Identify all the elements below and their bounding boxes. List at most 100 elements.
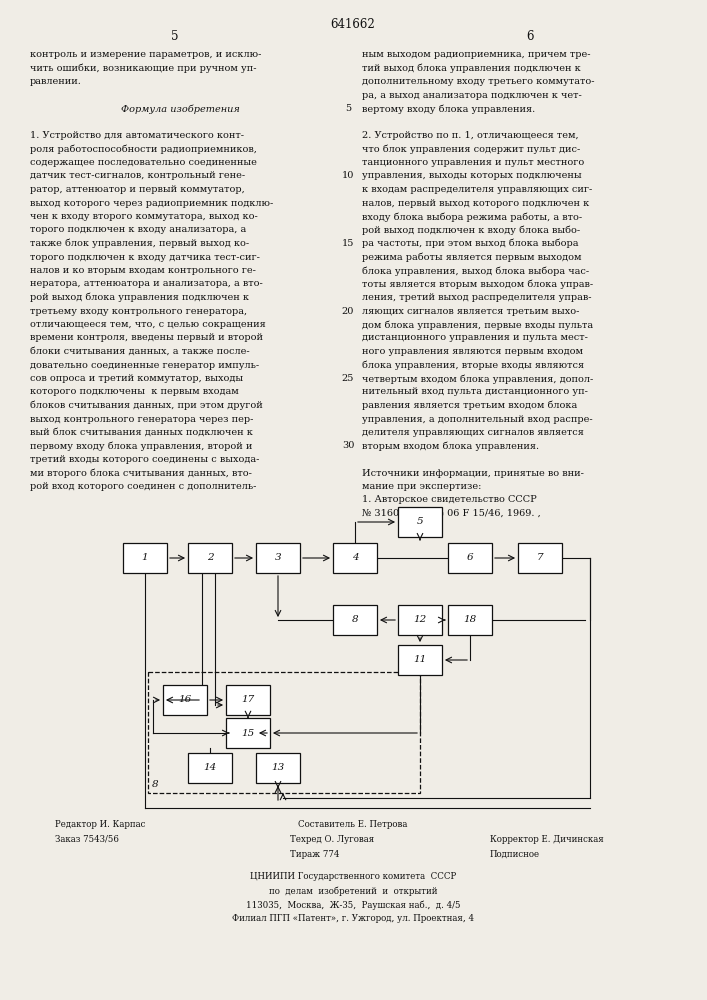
Text: 6: 6 xyxy=(467,554,473,562)
Text: равления является третьим входом блока: равления является третьим входом блока xyxy=(362,401,577,410)
Text: 2. Устройство по п. 1, отличающееся тем,: 2. Устройство по п. 1, отличающееся тем, xyxy=(362,131,578,140)
Bar xyxy=(398,605,442,635)
Bar xyxy=(148,672,420,793)
Text: 8: 8 xyxy=(152,780,158,789)
Text: 3: 3 xyxy=(275,554,281,562)
Text: ратор, аттенюатор и первый коммутатор,: ратор, аттенюатор и первый коммутатор, xyxy=(30,185,245,194)
Text: отличающееся тем, что, с целью сокращения: отличающееся тем, что, с целью сокращени… xyxy=(30,320,266,329)
Text: 25: 25 xyxy=(341,374,354,383)
Bar xyxy=(448,605,492,635)
Text: 30: 30 xyxy=(341,442,354,450)
Text: довательно соединенные генератор импуль-: довательно соединенные генератор импуль- xyxy=(30,360,259,369)
Text: Корректор Е. Дичинская: Корректор Е. Дичинская xyxy=(490,835,604,844)
Text: 1: 1 xyxy=(141,554,148,562)
Text: датчик тест-сигналов, контрольный гене-: датчик тест-сигналов, контрольный гене- xyxy=(30,172,245,180)
Text: 15: 15 xyxy=(241,728,255,738)
Text: Заказ 7543/56: Заказ 7543/56 xyxy=(55,835,119,844)
Bar xyxy=(188,543,232,573)
Text: нительный вход пульта дистанционного уп-: нительный вход пульта дистанционного уп- xyxy=(362,387,588,396)
Text: ным выходом радиоприемника, причем тре-: ным выходом радиоприемника, причем тре- xyxy=(362,50,590,59)
Text: рой выход блока управления подключен к: рой выход блока управления подключен к xyxy=(30,293,249,302)
Text: 7: 7 xyxy=(537,554,543,562)
Text: к входам распределителя управляющих сиг-: к входам распределителя управляющих сиг- xyxy=(362,185,592,194)
Text: блока управления, вторые входы являются: блока управления, вторые входы являются xyxy=(362,360,584,370)
Bar xyxy=(226,718,270,748)
Text: что блок управления содержит пульт дис-: что блок управления содержит пульт дис- xyxy=(362,144,580,154)
Bar xyxy=(333,605,377,635)
Bar xyxy=(188,753,232,783)
Text: чить ошибки, возникающие при ручном уп-: чить ошибки, возникающие при ручном уп- xyxy=(30,64,257,73)
Text: которого подключены  к первым входам: которого подключены к первым входам xyxy=(30,387,239,396)
Text: 14: 14 xyxy=(204,764,216,772)
Text: дистанционного управления и пульта мест-: дистанционного управления и пульта мест- xyxy=(362,334,588,342)
Text: ми второго блока считывания данных, вто-: ми второго блока считывания данных, вто- xyxy=(30,468,252,478)
Text: танционного управления и пульт местного: танционного управления и пульт местного xyxy=(362,158,584,167)
Text: 15: 15 xyxy=(341,239,354,248)
Text: налов и ко вторым входам контрольного ге-: налов и ко вторым входам контрольного ге… xyxy=(30,266,256,275)
Text: по  делам  изобретений  и  открытий: по делам изобретений и открытий xyxy=(269,886,437,896)
Text: 6: 6 xyxy=(526,30,534,43)
Text: 641662: 641662 xyxy=(331,18,375,31)
Text: блока управления, выход блока выбора час-: блока управления, выход блока выбора час… xyxy=(362,266,589,275)
Text: 10: 10 xyxy=(341,172,354,180)
Text: блоков считывания данных, при этом другой: блоков считывания данных, при этом друго… xyxy=(30,401,263,410)
Text: третьему входу контрольного генератора,: третьему входу контрольного генератора, xyxy=(30,306,247,316)
Text: № 316092, кл. G 06 F 15/46, 1969. ,: № 316092, кл. G 06 F 15/46, 1969. , xyxy=(362,509,541,518)
Bar xyxy=(448,543,492,573)
Text: Тираж 774: Тираж 774 xyxy=(290,850,339,859)
Text: режима работы является первым выходом: режима работы является первым выходом xyxy=(362,252,581,262)
Text: налов, первый выход которого подключен к: налов, первый выход которого подключен к xyxy=(362,198,589,208)
Bar xyxy=(256,753,300,783)
Text: нератора, аттенюатора и анализатора, а вто-: нератора, аттенюатора и анализатора, а в… xyxy=(30,279,263,288)
Text: 1. Авторское свидетельство СССР: 1. Авторское свидетельство СССР xyxy=(362,495,537,504)
Text: времени контроля, введены первый и второй: времени контроля, введены первый и второ… xyxy=(30,334,263,342)
Text: контроль и измерение параметров, и исклю-: контроль и измерение параметров, и исклю… xyxy=(30,50,262,59)
Text: ляющих сигналов является третьим выхо-: ляющих сигналов является третьим выхо- xyxy=(362,306,579,316)
Text: вертому входу блока управления.: вертому входу блока управления. xyxy=(362,104,535,113)
Text: равлении.: равлении. xyxy=(30,77,82,86)
Text: 18: 18 xyxy=(463,615,477,624)
Text: делителя управляющих сигналов является: делителя управляющих сигналов является xyxy=(362,428,584,437)
Text: тий выход блока управления подключен к: тий выход блока управления подключен к xyxy=(362,64,580,73)
Text: выход которого через радиоприемник подклю-: выход которого через радиоприемник подкл… xyxy=(30,198,273,208)
Text: Подписное: Подписное xyxy=(490,850,540,859)
Text: 113035,  Москва,  Ж-35,  Раушская наб.,  д. 4/5: 113035, Москва, Ж-35, Раушская наб., д. … xyxy=(246,900,460,910)
Text: роля работоспособности радиоприемников,: роля работоспособности радиоприемников, xyxy=(30,144,257,154)
Text: торого подключен к входу анализатора, а: торого подключен к входу анализатора, а xyxy=(30,226,246,234)
Text: также блок управления, первый выход ко-: также блок управления, первый выход ко- xyxy=(30,239,249,248)
Text: блоки считывания данных, а также после-: блоки считывания данных, а также после- xyxy=(30,347,250,356)
Text: Источники информации, принятые во вни-: Источники информации, принятые во вни- xyxy=(362,468,584,478)
Text: ления, третий выход распределителя управ-: ления, третий выход распределителя управ… xyxy=(362,293,592,302)
Text: 17: 17 xyxy=(241,696,255,704)
Text: 2: 2 xyxy=(206,554,214,562)
Text: третий входы которого соединены с выхода-: третий входы которого соединены с выхода… xyxy=(30,455,259,464)
Text: управления, а дополнительный вход распре-: управления, а дополнительный вход распре… xyxy=(362,414,592,424)
Bar xyxy=(163,685,207,715)
Text: Филиал ПГП «Патент», г. Ужгород, ул. Проектная, 4: Филиал ПГП «Патент», г. Ужгород, ул. Про… xyxy=(232,914,474,923)
Bar xyxy=(256,543,300,573)
Text: ного управления являются первым входом: ного управления являются первым входом xyxy=(362,347,583,356)
Text: 16: 16 xyxy=(178,696,192,704)
Text: дом блока управления, первые входы пульта: дом блока управления, первые входы пульт… xyxy=(362,320,593,330)
Bar xyxy=(518,543,562,573)
Bar xyxy=(398,645,442,675)
Bar xyxy=(398,507,442,537)
Text: Техред О. Луговая: Техред О. Луговая xyxy=(290,835,374,844)
Text: первому входу блока управления, второй и: первому входу блока управления, второй и xyxy=(30,442,252,451)
Text: ра частоты, при этом выход блока выбора: ра частоты, при этом выход блока выбора xyxy=(362,239,578,248)
Text: управления, выходы которых подключены: управления, выходы которых подключены xyxy=(362,172,582,180)
Text: ра, а выход анализатора подключен к чет-: ра, а выход анализатора подключен к чет- xyxy=(362,91,582,100)
Text: 13: 13 xyxy=(271,764,285,772)
Text: ЦНИИПИ Государственного комитета  СССР: ЦНИИПИ Государственного комитета СССР xyxy=(250,872,456,881)
Text: содержащее последовательно соединенные: содержащее последовательно соединенные xyxy=(30,158,257,167)
Bar xyxy=(226,685,270,715)
Text: 8: 8 xyxy=(351,615,358,624)
Text: 12: 12 xyxy=(414,615,426,624)
Text: четвертым входом блока управления, допол-: четвертым входом блока управления, допол… xyxy=(362,374,593,383)
Text: входу блока выбора режима работы, а вто-: входу блока выбора режима работы, а вто- xyxy=(362,212,582,222)
Text: вый блок считывания данных подключен к: вый блок считывания данных подключен к xyxy=(30,428,253,437)
Text: рой выход подключен к входу блока выбо-: рой выход подключен к входу блока выбо- xyxy=(362,226,580,235)
Text: 5: 5 xyxy=(171,30,179,43)
Text: 20: 20 xyxy=(341,306,354,316)
Text: 11: 11 xyxy=(414,656,426,664)
